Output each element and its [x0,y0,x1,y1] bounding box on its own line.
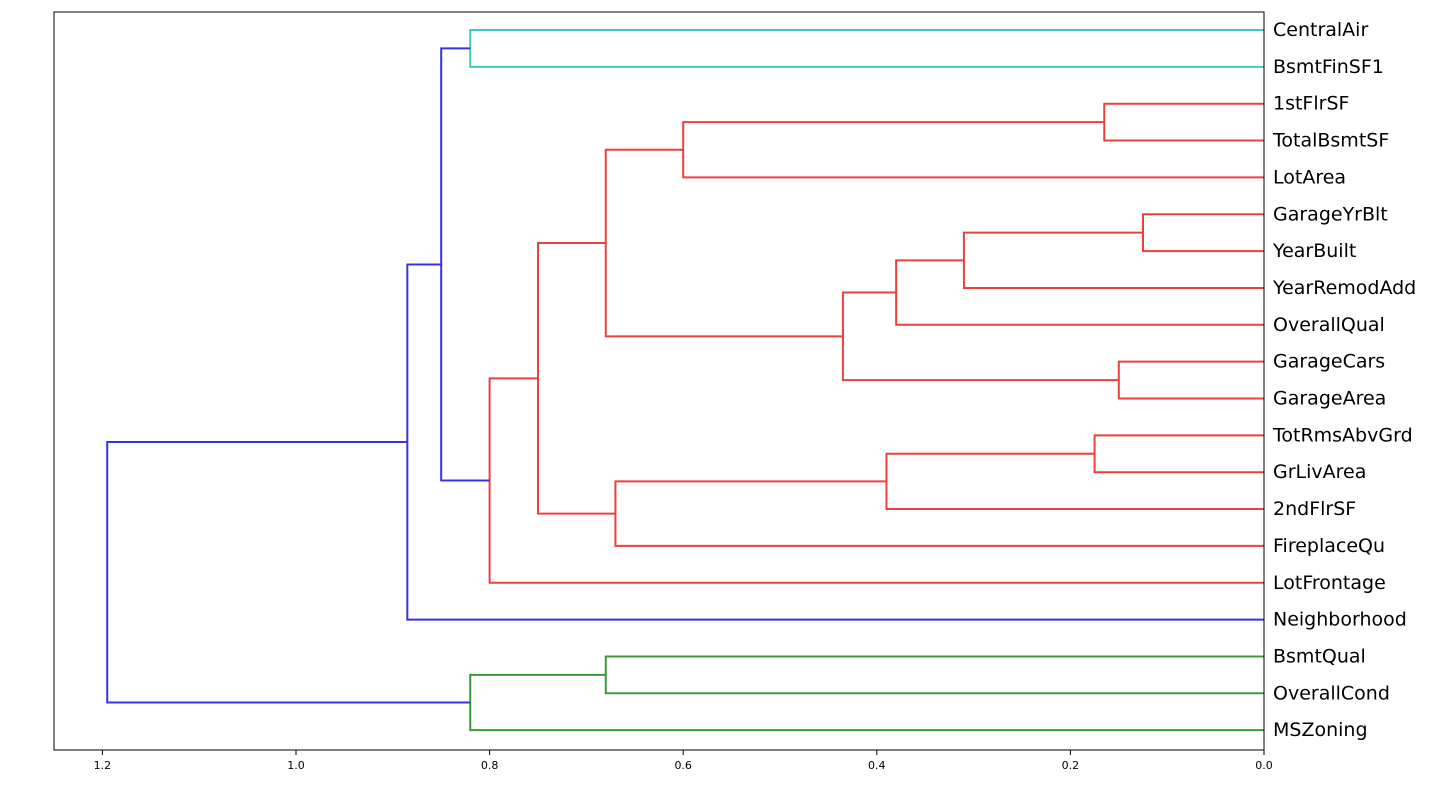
leaf-label: LotArea [1273,166,1346,188]
plot-frame [53,11,1265,751]
link-r10 [885,452,1264,511]
leaf-label: GarageYrBlt [1273,203,1388,225]
x-tick-label: 1.2 [94,759,112,772]
leaf-label: FireplaceQu [1273,535,1385,557]
leaf-label: CentralAir [1273,19,1368,41]
x-tick-label: 0.2 [1062,759,1080,772]
link-r12 [537,242,616,515]
leaf-label: OverallQual [1273,314,1385,336]
leaf-label: BsmtFinSF1 [1273,56,1384,78]
dendrogram-links [106,29,1264,732]
leaf-label: LotFrontage [1273,572,1386,594]
link-c1 [469,29,1264,68]
link-r11 [614,480,1264,547]
leaf-label: MSZoning [1273,719,1368,741]
x-tick-label: 0.4 [868,759,886,772]
link-b2 [406,263,1264,621]
link-r3 [1142,213,1264,253]
link-r4 [962,231,1264,289]
link-g1 [604,655,1264,695]
leaf-label: Neighborhood [1273,609,1407,631]
link-r1 [1103,102,1264,142]
x-axis: 1.2 1.0 0.8 0.6 0.4 0.2 0.0 [94,750,1273,772]
link-r9 [1093,434,1264,474]
leaf-label: 1stFlrSF [1273,93,1349,115]
link-r6 [1117,360,1264,400]
x-tick-label: 0.8 [481,759,499,772]
leaf-labels: CentralAir BsmtFinSF1 1stFlrSF TotalBsmtSF L… [1272,19,1416,741]
link-r2 [682,121,1264,179]
leaf-label: OverallCond [1273,682,1390,704]
x-tick-label: 0.6 [674,759,692,772]
leaf-label: GarageCars [1273,351,1385,373]
leaf-label: TotRmsAbvGrd [1272,424,1413,446]
link-r5 [895,259,1264,326]
leaf-label: GarageArea [1273,388,1386,410]
link-r7 [841,291,1119,382]
x-tick-label: 1.0 [287,759,305,772]
leaf-label: 2ndFlrSF [1273,498,1356,520]
leaf-label: BsmtQual [1273,645,1366,667]
leaf-label: YearRemodAdd [1272,277,1416,299]
leaf-label: GrLivArea [1273,461,1366,483]
leaf-label: TotalBsmtSF [1272,130,1389,152]
link-b1 [440,47,490,482]
link-g2 [469,673,1264,732]
link-b3 [106,441,471,704]
x-tick-label: 0.0 [1255,759,1273,772]
leaf-label: YearBuilt [1272,240,1356,262]
